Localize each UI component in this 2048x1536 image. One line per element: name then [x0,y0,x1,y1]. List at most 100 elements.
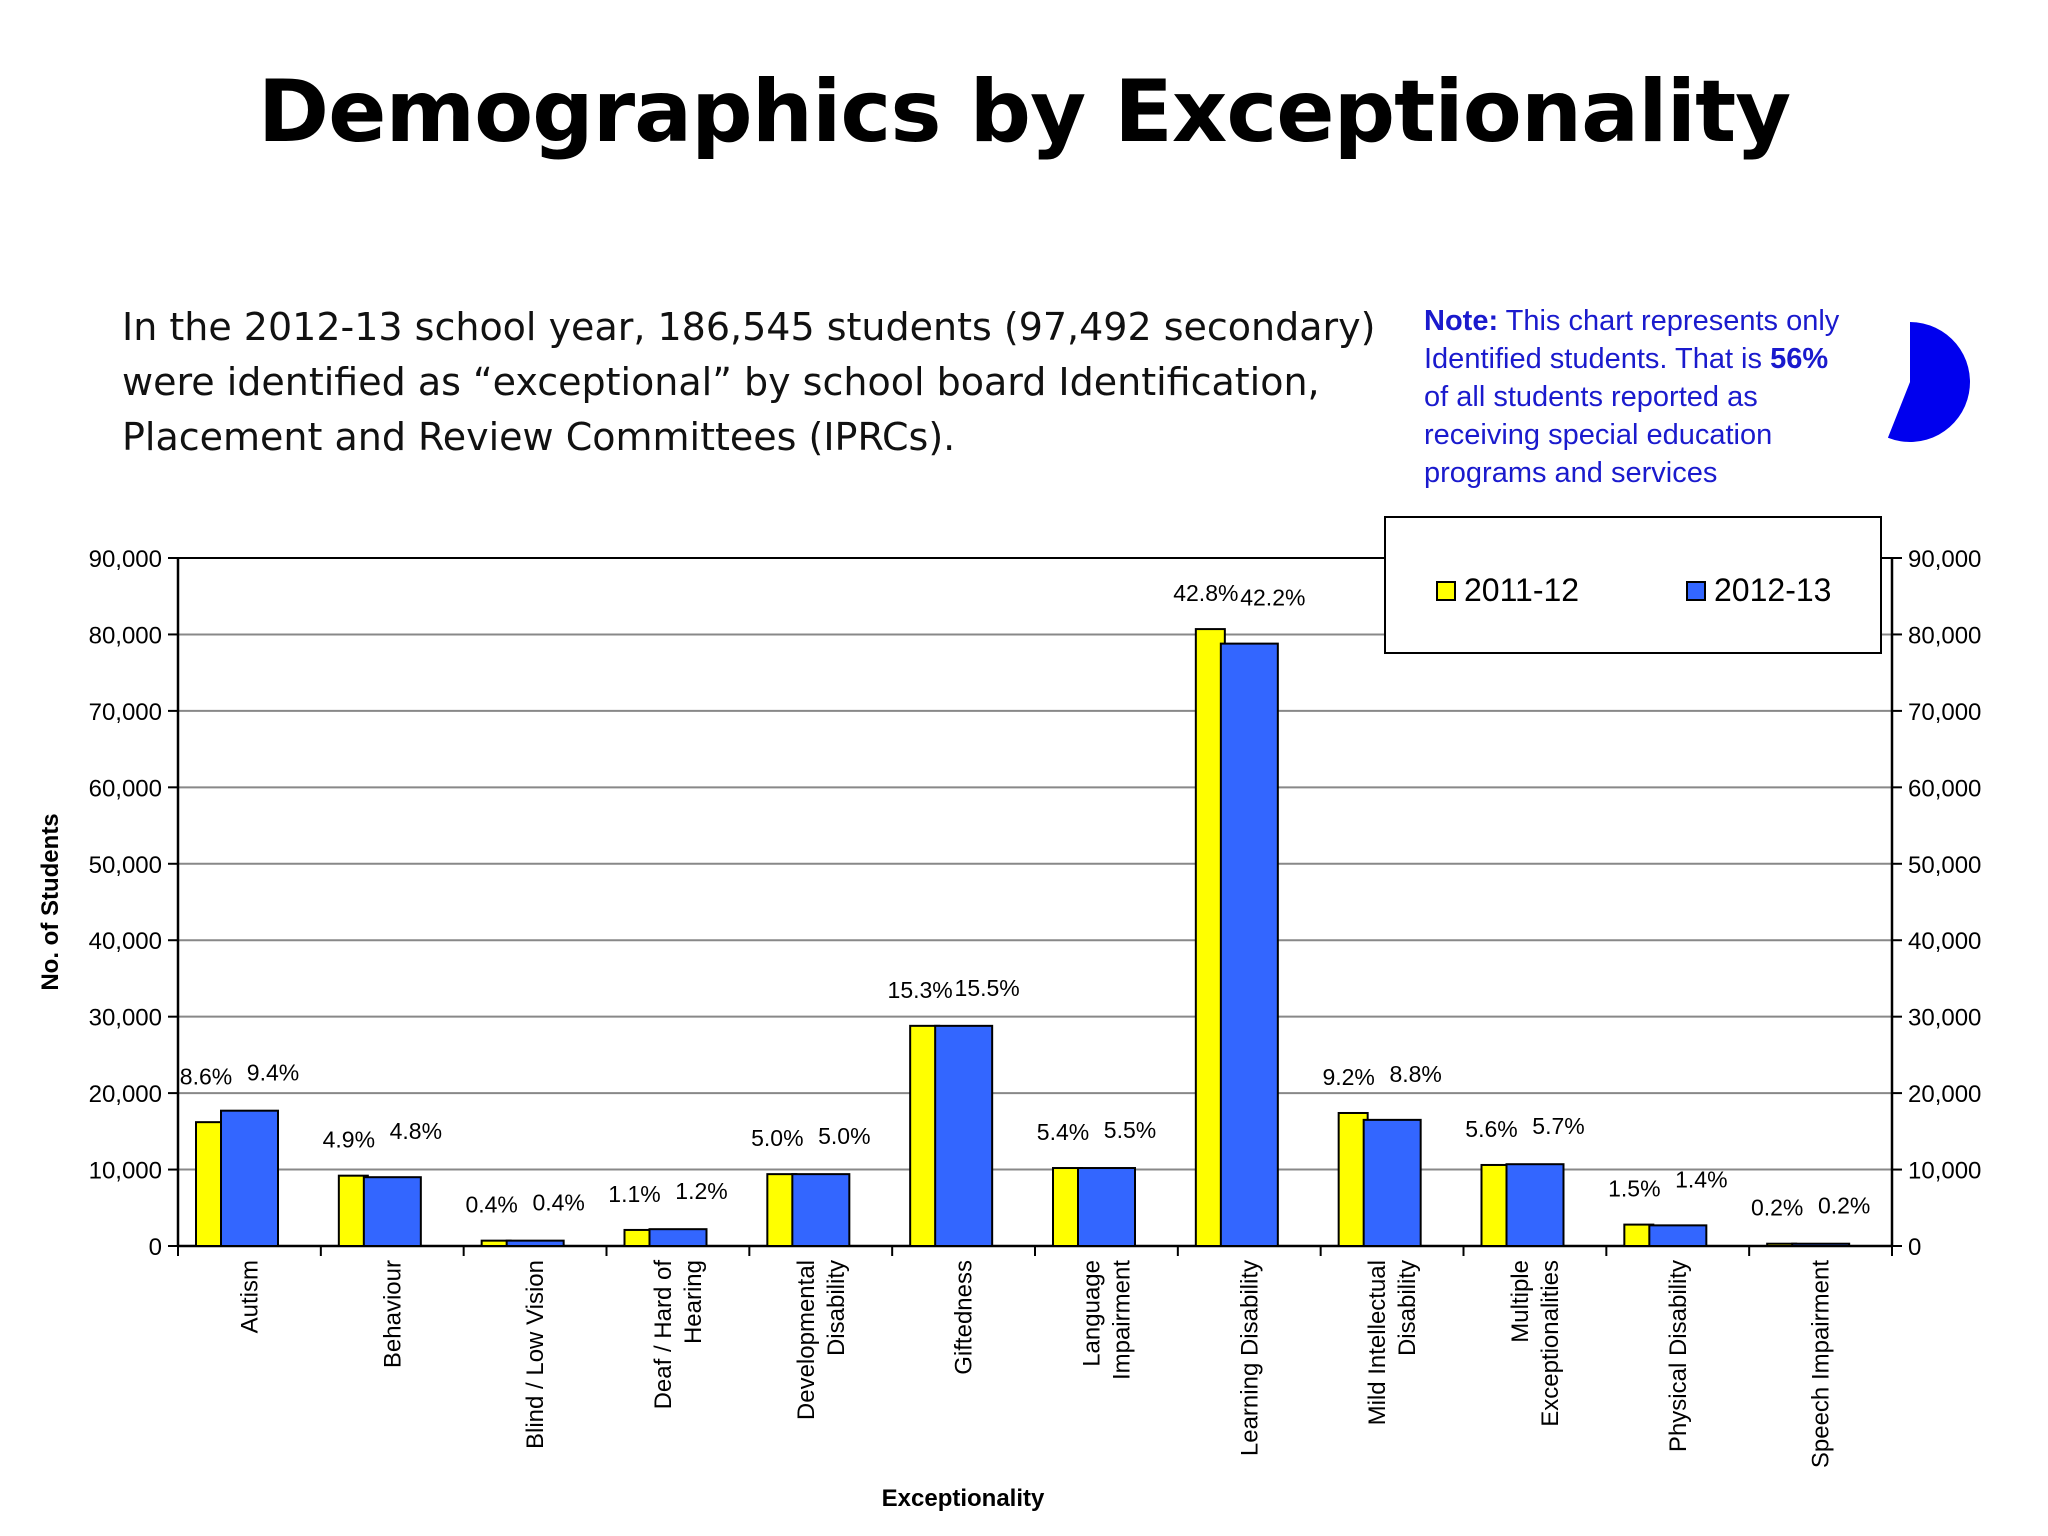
bar-2012-13 [1219,642,1279,1247]
bar-2012-13 [1362,1118,1422,1248]
bar-2012-13 [791,1173,851,1247]
category-label: Disability [823,1260,850,1356]
y-tick-label-right: 30,000 [1908,1005,1981,1032]
bar-2012-13 [648,1228,708,1248]
data-label-2011-12: 8.6% [180,1064,232,1090]
data-label-2011-12: 1.5% [1608,1176,1660,1202]
data-label-2011-12: 0.2% [1751,1195,1803,1221]
legend-item-2012-13: 2012-13 [1686,572,1831,609]
data-label-2012-13: 5.5% [1104,1117,1156,1143]
category-label: Developmental [793,1260,820,1420]
data-label-2012-13: 42.2% [1240,585,1305,611]
note-line: of all students reported as [1424,381,1758,413]
category-label: Disability [1394,1260,1421,1356]
legend-label: 2012-13 [1714,572,1832,608]
y-tick-label: 40,000 [89,928,162,955]
category-label: Giftedness [951,1260,978,1375]
y-tick-label-right: 80,000 [1908,622,1981,649]
intro-line: Placement and Review Committees (IPRCs). [122,415,956,459]
data-label-2012-13: 8.8% [1389,1061,1441,1087]
category-label: Blind / Low Vision [522,1260,549,1449]
x-axis-title: Exceptionality [882,1485,1045,1512]
note-text: This chart represents only [1498,305,1840,337]
y-tick-label-right: 70,000 [1908,699,1981,726]
bar-2012-13 [1505,1163,1565,1248]
data-label-2011-12: 1.1% [608,1181,660,1207]
data-label-2012-13: 0.2% [1818,1193,1870,1219]
legend-swatch-2012-13 [1686,580,1706,601]
category-label: Behaviour [379,1260,406,1368]
category-label: Speech Impairment [1808,1260,1835,1468]
data-label-2012-13: 9.4% [247,1060,299,1086]
bar-2012-13 [1077,1167,1136,1247]
bar-2012-13 [1791,1242,1851,1247]
y-tick-label-right: 50,000 [1908,852,1981,879]
y-tick-label-right: 20,000 [1908,1081,1981,1108]
bar-2012-13 [505,1239,565,1248]
intro-line: In the 2012-13 school year, 186,545 stud… [122,305,1376,349]
chart-legend: 2011-12 2012-13 [1384,516,1882,654]
data-label-2011-12: 15.3% [888,977,953,1003]
y-tick-label: 30,000 [89,1005,162,1032]
data-label-2012-13: 0.4% [532,1190,584,1216]
data-label-2012-13: 5.7% [1532,1113,1584,1139]
note-box: Note: This chart represents only Identif… [1424,302,1894,492]
data-label-2011-12: 42.8% [1173,580,1238,606]
note-percent: 56% [1770,343,1829,375]
y-tick-label-right: 0 [1908,1234,1921,1261]
data-label-2011-12: 4.9% [323,1127,375,1153]
legend-swatch-2011-12 [1436,580,1456,601]
y-tick-label: 80,000 [89,622,162,649]
y-tick-label: 0 [149,1234,162,1261]
intro-text: In the 2012-13 school year, 186,545 stud… [122,300,1382,465]
intro-line: were identified as “exceptional” by scho… [122,360,1320,404]
legend-item-2011-12: 2011-12 [1436,572,1579,609]
pie-slice [1887,322,1970,442]
bar-2012-13 [1648,1224,1708,1247]
legend-label: 2011-12 [1464,572,1580,608]
category-label: Mild Intellectual [1364,1260,1391,1425]
category-label: Deaf / Hard of [650,1260,677,1410]
note-label: Note: [1424,305,1499,337]
note-line: programs and services [1424,457,1718,489]
bar-2012-13 [362,1176,422,1247]
category-label: Language [1078,1260,1105,1367]
slide-title: Demographics by Exceptionality [257,62,1792,162]
note-line: Note: This chart represents only [1424,302,1894,340]
data-label-2011-12: 5.6% [1465,1116,1517,1142]
share-pie [1887,322,1970,442]
category-label: Exceptionalities [1537,1260,1564,1427]
y-tick-label-right: 10,000 [1908,1158,1981,1185]
y-tick-label: 10,000 [89,1158,162,1185]
y-tick-label: 50,000 [89,852,162,879]
category-label: Hearing [680,1260,707,1344]
data-label-2011-12: 9.2% [1322,1064,1374,1090]
data-label-2011-12: 5.0% [751,1125,803,1151]
data-label-2012-13: 15.5% [955,975,1020,1001]
bar-2012-13 [934,1024,994,1247]
data-label-2012-13: 5.0% [818,1123,870,1149]
category-label: Physical Disability [1665,1260,1692,1452]
y-axis-title: No. of Students [37,813,64,990]
data-label-2011-12: 5.4% [1037,1119,1089,1145]
y-tick-label-right: 40,000 [1908,928,1981,955]
y-tick-label: 20,000 [89,1081,162,1108]
y-tick-label: 70,000 [89,699,162,726]
y-tick-label-right: 90,000 [1908,546,1981,573]
data-label-2011-12: 0.4% [465,1192,517,1218]
y-tick-label-right: 60,000 [1908,775,1981,802]
category-label: Impairment [1108,1260,1135,1380]
y-tick-label: 60,000 [89,775,162,802]
category-label: Learning Disability [1236,1260,1263,1456]
category-label: Autism [236,1260,263,1333]
data-label-2012-13: 4.8% [390,1118,442,1144]
note-line: receiving special education [1424,419,1773,451]
data-label-2012-13: 1.2% [675,1178,727,1204]
bar-2012-13 [220,1109,279,1248]
data-label-2012-13: 1.4% [1675,1166,1727,1192]
note-line: Identified students. That is 56% [1424,340,1894,378]
note-text: Identified students. That is [1424,343,1771,375]
category-label: Multiple [1507,1260,1534,1343]
y-tick-label: 90,000 [89,546,162,573]
